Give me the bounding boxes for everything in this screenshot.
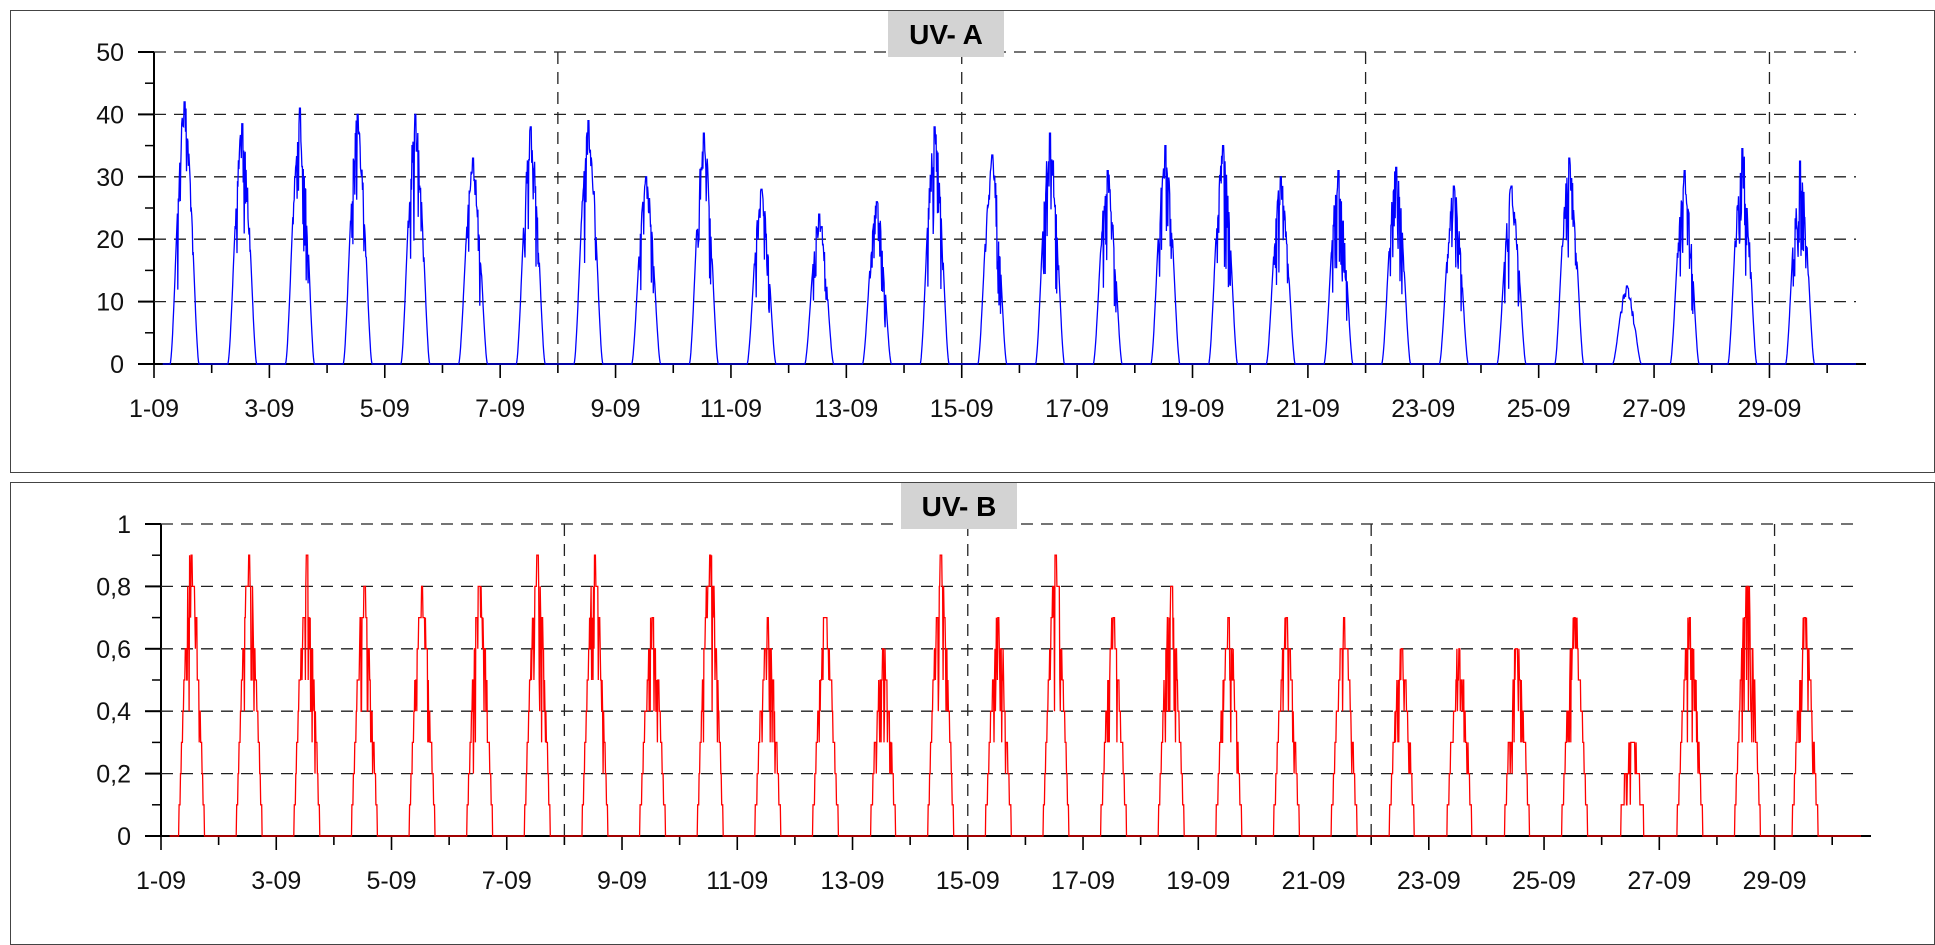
uv-b-chart: 00,20,40,60,811-09 3-09 5-09 7-09 9-09 11-09 1…: [96, 483, 1871, 895]
y-tick-label: 0: [117, 823, 131, 851]
x-tick-label: 27-09: [1627, 867, 1691, 895]
x-tick-label: 11-09: [700, 395, 762, 423]
axes: 00,20,40,60,811-09 3-09 5-09 7-09 9-09 11-09 1…: [96, 511, 1871, 895]
x-tick-label: 9-09: [591, 395, 641, 423]
x-tick-label: 29-09: [1743, 867, 1807, 895]
x-tick-label: 25-09: [1507, 395, 1571, 423]
x-tick-label: 19-09: [1161, 395, 1225, 423]
x-tick-label: 13-09: [814, 395, 878, 423]
x-tick-label: 23-09: [1397, 867, 1461, 895]
x-tick-label: 3-09: [244, 395, 294, 423]
uv-b-chart-panel: 0 0,2 0,4 0,6 0,8 1 1-09 3-09 5-09 7-09 9-09 11-09 1…: [10, 482, 1935, 945]
x-tick-label: 27-09: [1622, 395, 1686, 423]
x-tick-label: 1-09: [136, 867, 186, 895]
x-tick-label: 9-09: [597, 867, 647, 895]
uv-a-chart: 0 10 20 30 40 50 1-09 3-09 5-09 7-09 9-09 11-09 13-0…: [96, 11, 1866, 423]
x-tick-label: 13-09: [821, 867, 885, 895]
y-tick-label: 1: [117, 511, 131, 539]
uv-a-chart-panel: 0 10 20 30 40 50 1-09 3-09 5-09 7-09 9-09 11-09 13-0…: [10, 10, 1935, 473]
gridlines: [154, 51, 1856, 364]
x-tick-label: 5-09: [360, 395, 410, 423]
series-line: [162, 101, 1856, 365]
y-tick-label: 0,8: [96, 573, 131, 601]
axes: 0 10 20 30 40 50 1-09 3-09 5-09 7-09 9-09 11-09 13-0…: [96, 39, 1866, 423]
title-box: [888, 11, 1004, 57]
x-tick-label: 7-09: [482, 867, 532, 895]
x-tick-label: 15-09: [930, 395, 994, 423]
y-tick-label: 30: [96, 164, 124, 192]
y-tick-label: 0: [110, 351, 124, 379]
x-tick-label: 3-09: [251, 867, 301, 895]
chart-title: UV- B: [922, 491, 997, 522]
x-tick-label: 17-09: [1045, 395, 1109, 423]
x-tick-label: 15-09: [936, 867, 1000, 895]
x-tick-label: 19-09: [1166, 867, 1230, 895]
y-tick-label: 0,2: [96, 761, 131, 789]
x-tick-label: 5-09: [366, 867, 416, 895]
x-tick-label: 1-09: [129, 395, 179, 423]
x-tick-label: 17-09: [1051, 867, 1115, 895]
y-tick-label: 0,6: [96, 636, 131, 664]
y-tick-label: 50: [96, 39, 124, 67]
x-tick-label: 29-09: [1737, 395, 1801, 423]
x-tick-label: 21-09: [1282, 867, 1346, 895]
series-line: [169, 554, 1861, 837]
title-box: [901, 483, 1017, 529]
y-tick-label: 20: [96, 226, 124, 254]
x-tick-label: 11-09: [706, 867, 768, 895]
chart-title: UV- A: [909, 19, 983, 50]
x-tick-label: 21-09: [1276, 395, 1340, 423]
y-tick-label: 40: [96, 101, 124, 129]
x-tick-label: 23-09: [1391, 395, 1455, 423]
y-tick-label: 0,4: [96, 698, 131, 726]
y-tick-label: 10: [96, 289, 124, 317]
x-tick-label: 25-09: [1512, 867, 1576, 895]
x-tick-label: 7-09: [475, 395, 525, 423]
